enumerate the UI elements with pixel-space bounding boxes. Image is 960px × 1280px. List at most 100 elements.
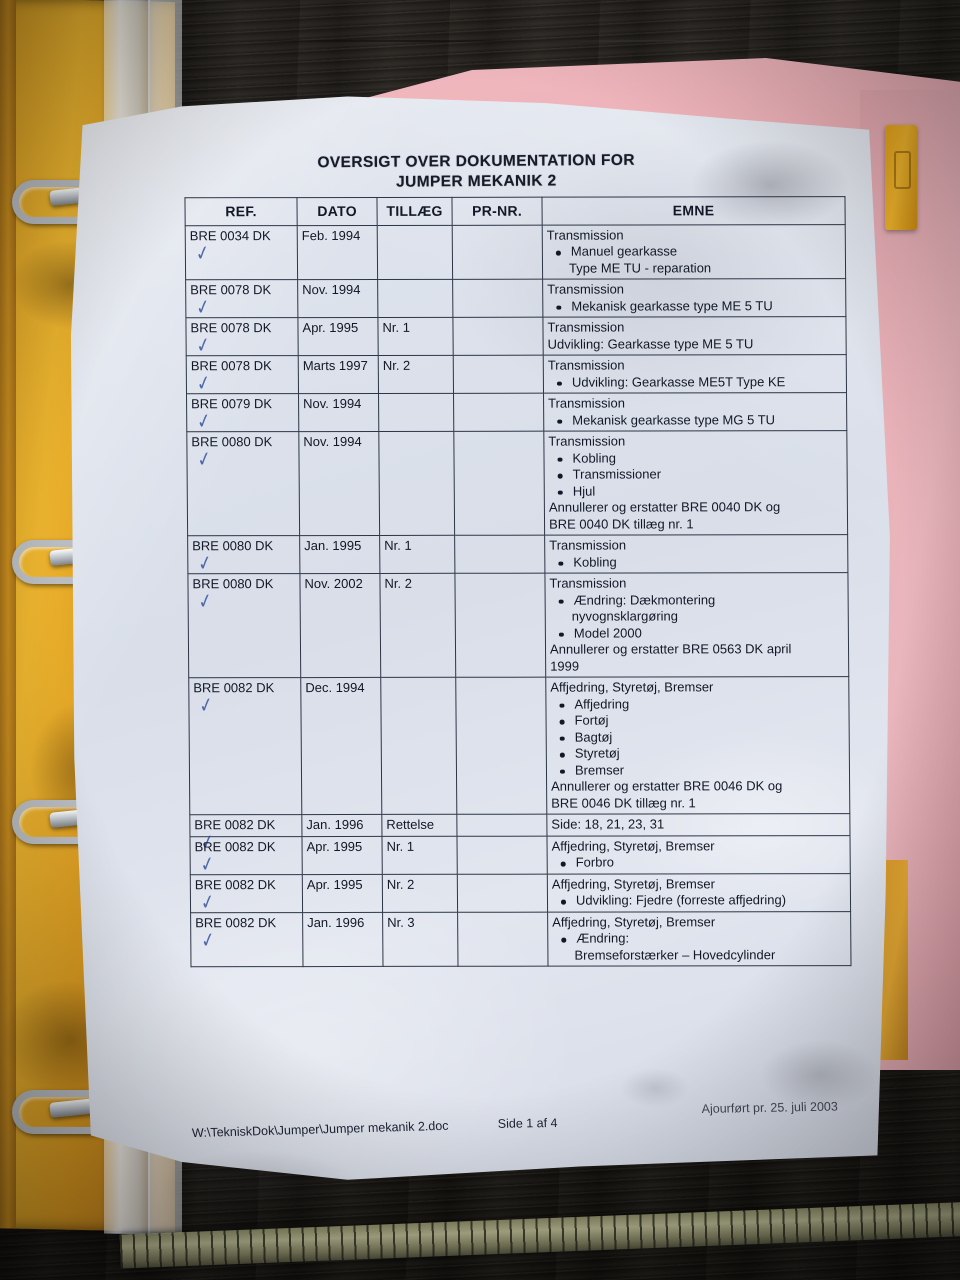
cell-emne: Affjedring, Styretøj, Bremser Affjedring F…	[545, 676, 850, 815]
emne-continuation: nyvognsklargøring	[571, 608, 679, 624]
cell-dato: Jan. 1996	[301, 814, 382, 837]
handwritten-checkmark: ✓	[193, 239, 212, 266]
emne-bullet-list: Affjedring Fortøj Bagtøj Styretøj Bremser	[550, 696, 845, 779]
column-header-tillaeg: TILLÆG	[376, 197, 453, 225]
cell-dato: Nov. 1994	[298, 393, 379, 432]
cell-tillaeg: Nr. 2	[378, 355, 454, 394]
cell-prnr	[453, 431, 545, 536]
table-header-row: REF. DATO TILLÆG PR-NR. EMNE	[184, 196, 846, 226]
emne-note: 1999	[550, 658, 580, 674]
emne-bullet: Styretøj	[573, 745, 845, 762]
cell-tillaeg: Nr. 2	[382, 873, 458, 912]
emne-heading: Affjedring, Styretøj, Bremser	[551, 875, 715, 892]
table-row: BRE 0082 DK ✓ Apr. 1995 Nr. 2 Affjedring, St…	[190, 873, 851, 915]
emne-bullet: Ændring:	[574, 930, 846, 947]
cell-prnr	[452, 279, 543, 318]
cell-emne: Affjedring, Styretøj, Bremser Ændring: Bre…	[547, 911, 852, 967]
cell-tillaeg	[377, 279, 453, 318]
emne-bullet-list: Manuel gearkasse Type ME TU - reparation	[547, 243, 841, 277]
cell-emne: Transmission Mekanisk gearkasse type ME 5…	[542, 278, 846, 318]
page-footer: W:\TekniskDok\Jumper\Jumper mekanik 2.do…	[70, 1098, 899, 1166]
cell-dato: Apr. 1995	[301, 835, 383, 875]
emne-heading: Affjedring, Styretøj, Bremser	[550, 679, 714, 695]
emne-bullet: Forbro	[574, 854, 846, 871]
cell-prnr	[457, 873, 548, 912]
emne-bullet-list: Udvikling: Fjedre (forreste affjedring)	[552, 892, 846, 909]
cell-tillaeg: Nr. 2	[379, 573, 456, 678]
cell-ref: BRE 0080 DK ✓	[187, 573, 301, 678]
handwritten-checkmark: ✓	[195, 408, 213, 435]
handwritten-checkmark: ✓	[196, 550, 214, 577]
emne-bullet-list: Ændring: Bremseforstærker – Hovedcylinder	[552, 930, 846, 964]
cell-emne: Side: 18, 21, 23, 31	[546, 813, 850, 836]
table-body: BRE 0034 DK ✓ Feb. 1994 Transmission Manuel …	[185, 224, 852, 967]
footer-updated-date: Ajourført pr. 25. juli 2003	[701, 1099, 839, 1116]
cell-dato: Feb. 1994	[297, 224, 378, 280]
table-row: BRE 0078 DK ✓ Marts 1997 Nr. 2 Transmission U…	[186, 354, 847, 396]
cell-emne: Transmission Udvikling: Gearkasse ME5T Ty…	[543, 354, 847, 394]
emne-heading: Transmission	[547, 319, 625, 335]
handwritten-checkmark: ✓	[194, 294, 212, 321]
emne-bullet-list: Mekanisk gearkasse type MG 5 TU	[548, 412, 842, 429]
emne-bullet: Hjul	[571, 483, 843, 500]
emne-bullet: Ændring: Dækmontering	[572, 592, 844, 609]
cell-dato: Apr. 1995	[297, 317, 379, 356]
emne-heading: Transmission	[548, 395, 625, 411]
handwritten-checkmark: ✓	[199, 926, 217, 953]
binder-ring	[12, 540, 122, 584]
emne-bullet: Affjedring	[572, 696, 844, 713]
table-row: BRE 0080 DK ✓ Nov. 2002 Nr. 2 Transmission Æn…	[187, 572, 849, 678]
table-row: BRE 0078 DK ✓ Nov. 1994 Transmission Mekanis…	[185, 278, 846, 321]
cell-prnr	[453, 355, 544, 394]
handwritten-checkmark: ✓	[195, 446, 213, 473]
cell-dato: Nov. 1994	[298, 431, 380, 536]
cell-ref: BRE 0082 DK ✓	[189, 814, 302, 855]
cell-prnr	[452, 224, 543, 280]
emne-bullet: Manuel gearkasse	[569, 243, 841, 260]
table-row: BRE 0078 DK ✓ Apr. 1995 Nr. 1 Transmission Ud…	[185, 316, 847, 358]
emne-heading: Transmission	[547, 357, 625, 373]
emne-bullet-list: Forbro	[552, 854, 846, 871]
emne-bullet: Mekanisk gearkasse type ME 5 TU	[569, 298, 841, 315]
cell-emne: Transmission Mekanisk gearkasse type MG 5…	[543, 392, 847, 432]
emne-bullet-list: Kobling Transmissioner Hjul	[548, 450, 842, 500]
footer-page-number: Side 1 af 4	[497, 1115, 558, 1131]
emne-bullet-list: Kobling	[549, 554, 843, 571]
column-header-dato: DATO	[296, 197, 378, 226]
cell-prnr	[457, 911, 549, 967]
cell-dato: Apr. 1995	[302, 873, 383, 913]
table-row: BRE 0080 DK ✓ Jan. 1995 Nr. 1 Transmission Ko…	[187, 534, 848, 577]
cell-tillaeg: Nr. 1	[381, 835, 458, 874]
column-header-emne: EMNE	[541, 196, 846, 225]
cell-ref: BRE 0079 DK ✓	[186, 393, 299, 435]
emne-bullet-list: Ændring: Dækmontering nyvognsklargøring Mo…	[550, 592, 844, 642]
table-row: BRE 0082 DK ✓ Jan. 1996 Nr. 3 Affjedring, St…	[190, 911, 852, 967]
cell-ref: BRE 0082 DK ✓	[190, 874, 303, 915]
emne-bullet: Fortøj	[573, 712, 845, 729]
cell-dato: Jan. 1996	[302, 911, 384, 967]
cell-tillaeg	[377, 224, 453, 280]
cell-prnr	[454, 573, 546, 678]
cell-emne: Affjedring, Styretøj, Bremser Udvikling: …	[547, 873, 851, 912]
cell-tillaeg: Nr. 1	[379, 535, 455, 574]
table-row: BRE 0082 DK ✓ Jan. 1996 Rettelse Side: 18, 2…	[189, 813, 850, 855]
cell-dato: Nov. 1994	[297, 279, 378, 318]
cell-prnr	[453, 393, 544, 432]
cell-ref: BRE 0080 DK ✓	[187, 535, 300, 577]
binder-ring	[12, 800, 122, 844]
page-title-line2: JUMPER MEKANIK 2	[395, 172, 557, 191]
handwritten-checkmark: ✓	[198, 888, 217, 915]
page-title: OVERSIGT OVER DOKUMENTATION FOR JUMPER M…	[62, 149, 890, 196]
emne-bullet: Bremser	[573, 762, 845, 779]
emne-heading: Affjedring, Styretøj, Bremser	[551, 837, 715, 854]
emne-heading: Transmission	[549, 537, 627, 553]
emne-bullet: Mekanisk gearkasse type MG 5 TU	[570, 412, 842, 429]
emne-note: Annullerer og erstatter BRE 0046 DK og	[551, 778, 783, 794]
emne-bullet: Transmissioner	[571, 466, 843, 483]
page-title-line1: OVERSIGT OVER DOKUMENTATION FOR	[317, 151, 636, 172]
emne-heading: Transmission	[546, 227, 624, 243]
emne-bullet: Udvikling: Gearkasse ME5T Type KE	[570, 374, 842, 391]
cell-ref: BRE 0034 DK ✓	[185, 225, 298, 280]
cell-ref: BRE 0078 DK ✓	[185, 279, 298, 321]
